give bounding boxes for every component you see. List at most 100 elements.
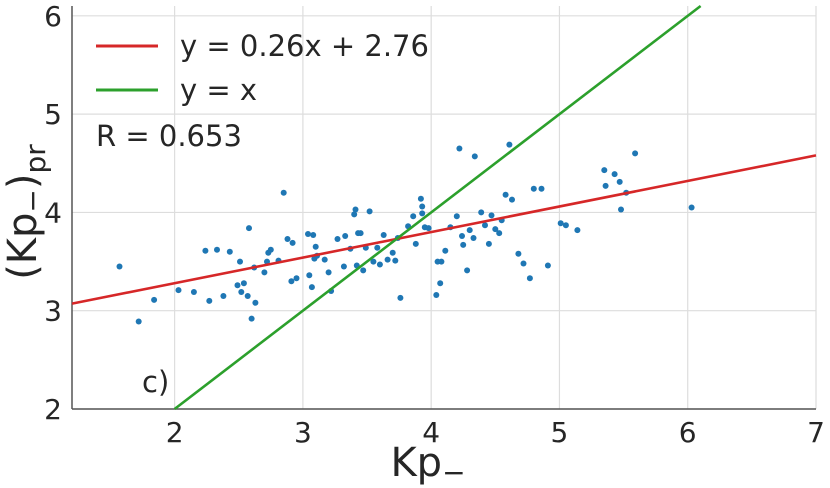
scatter-point	[374, 244, 381, 251]
scatter-point	[466, 227, 473, 234]
scatter-point	[238, 289, 245, 295]
scatter-point	[538, 185, 545, 192]
x-tick-labels: 2 3 4 5 6 7	[166, 416, 825, 449]
scatter-point	[244, 293, 251, 299]
scatter-point	[246, 225, 252, 232]
scatter-point	[214, 246, 220, 253]
scatter-point	[135, 318, 142, 325]
scatter-point	[306, 272, 313, 279]
x-axis-label: Kp−	[390, 440, 465, 488]
legend-label-fit: y = 0.26x + 2.76	[180, 29, 429, 63]
y-tick-label: 2	[44, 393, 62, 426]
y-axis-label-close: )	[0, 173, 46, 189]
scatter-point	[419, 210, 426, 217]
scatter-point	[310, 232, 317, 238]
scatter-point	[492, 226, 499, 233]
scatter-point	[544, 262, 551, 269]
scatter-point	[389, 249, 396, 256]
r-value-annotation: R = 0.653	[96, 119, 242, 153]
scatter-point	[370, 258, 377, 265]
scatter-point	[437, 280, 444, 287]
scatter-point	[284, 236, 291, 242]
scatter-points	[116, 141, 695, 325]
scatter-point	[392, 257, 399, 264]
scatter-point	[376, 261, 383, 268]
scatter-point	[611, 171, 618, 178]
scatter-point	[602, 182, 609, 189]
scatter-point	[419, 203, 426, 210]
scatter-point	[252, 299, 259, 306]
scatter-point	[288, 278, 295, 285]
scatter-point	[352, 206, 359, 213]
x-tick-label: 6	[679, 416, 697, 449]
scatter-point	[526, 275, 533, 282]
scatter-point	[520, 260, 527, 267]
x-axis-label-sub: −	[442, 456, 465, 488]
scatter-point	[264, 258, 270, 265]
scatter-point	[485, 240, 492, 247]
scatter-point	[417, 195, 424, 202]
legend-label-identity: y = x	[180, 73, 257, 107]
scatter-point	[530, 185, 537, 192]
y-tick-label: 5	[44, 98, 62, 131]
scatter-point	[267, 246, 274, 253]
scatter-point	[509, 196, 515, 203]
scatter-point	[384, 256, 391, 263]
y-axis-label-main: (Kp	[0, 213, 46, 280]
axes-frame	[71, 6, 816, 410]
scatter-point	[459, 233, 465, 239]
scatter-point	[515, 250, 522, 257]
x-axis-label-main: Kp	[390, 440, 442, 486]
x-tick-label: 2	[166, 416, 184, 449]
scatter-point	[496, 230, 503, 237]
x-tick-label: 7	[807, 416, 825, 449]
scatter-point	[360, 267, 367, 274]
scatter-point	[453, 213, 460, 220]
y-tick-label: 3	[44, 295, 62, 328]
scatter-point	[366, 208, 373, 215]
scatter-point	[412, 240, 419, 247]
scatter-point	[618, 206, 624, 213]
scatter-point	[293, 275, 300, 282]
x-tick-label: 5	[551, 416, 569, 449]
scatter-point	[433, 292, 440, 298]
scatter-point	[601, 167, 608, 174]
scatter-point	[334, 236, 341, 242]
y-tick-label: 4	[44, 196, 62, 229]
scatter-point	[482, 222, 488, 229]
scatter-point	[442, 247, 449, 254]
scatter-point	[151, 296, 158, 303]
scatter-point	[312, 243, 319, 250]
scatter-point	[460, 241, 467, 248]
scatter-point	[502, 191, 509, 198]
scatter-point	[289, 239, 296, 246]
scatter-point	[456, 145, 463, 152]
panel-label: c)	[142, 365, 169, 399]
scatter-point	[342, 233, 349, 239]
x-tick-label: 4	[422, 416, 440, 449]
scatter-point	[397, 294, 404, 301]
scatter-point	[506, 141, 513, 148]
scatter-point	[175, 287, 182, 294]
scatter-point	[116, 263, 123, 270]
legend: y = 0.26x + 2.76 y = x	[96, 29, 429, 107]
scatter-point	[380, 232, 387, 238]
scatter-point	[616, 178, 623, 185]
scatter-point	[202, 247, 209, 254]
y-tick-label: 6	[44, 0, 62, 33]
scatter-point	[226, 248, 233, 255]
scatter-point	[237, 258, 243, 265]
scatter-point	[220, 293, 227, 299]
scatter-point	[308, 284, 315, 291]
scatter-point	[557, 220, 564, 227]
scatter-point	[688, 204, 695, 211]
grid-lines	[72, 6, 817, 410]
scatter-point	[248, 315, 255, 322]
scatter-point	[305, 231, 311, 237]
scatter-point	[438, 258, 445, 265]
y-tick-labels: 2 3 4 5 6	[44, 0, 62, 426]
scatter-point	[488, 212, 495, 219]
scatter-point	[325, 269, 332, 276]
regression-lines	[71, 4, 817, 411]
scatter-point	[464, 267, 471, 274]
